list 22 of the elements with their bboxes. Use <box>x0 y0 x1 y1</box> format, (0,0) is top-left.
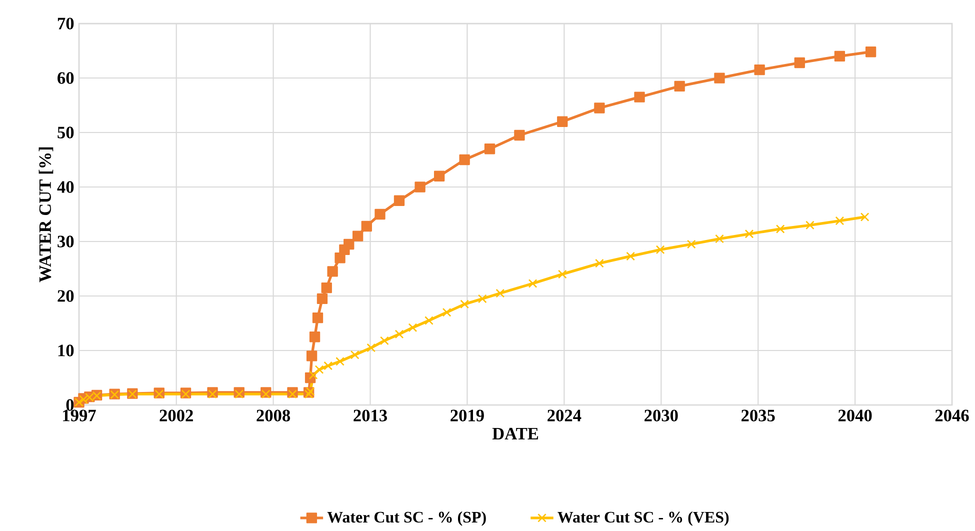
x-tick-label: 2019 <box>450 410 484 422</box>
y-tick-label: 30 <box>58 236 74 248</box>
y-tick-label: 60 <box>58 72 74 84</box>
x-tick-label: 2030 <box>644 410 678 422</box>
y-tick-label: 40 <box>57 181 74 193</box>
x-tick-label: 2040 <box>838 410 872 422</box>
x-tick-label: 2024 <box>548 410 582 422</box>
y-tick-label: 50 <box>58 126 74 138</box>
y-tick-label: 70 <box>58 18 74 30</box>
x-tick-label: 2035 <box>742 410 775 422</box>
x-tick-label: 1997 <box>63 410 96 422</box>
y-tick-label: 20 <box>58 290 74 302</box>
y-axis-title: WATER CUT [%] <box>38 147 54 282</box>
x-tick-label: 2013 <box>354 410 387 422</box>
x-tick-label: 2008 <box>256 410 290 422</box>
x-tick-label: 2046 <box>935 410 969 422</box>
x-axis-title: DATE <box>492 428 538 440</box>
y-tick-label: 0 <box>66 399 74 411</box>
x-tick-label: 2002 <box>160 410 193 422</box>
legend-label: Water Cut SC - % (SP) <box>327 511 486 526</box>
legend-label: Water Cut SC - % (VES) <box>558 511 729 526</box>
y-tick-label: 10 <box>58 344 74 356</box>
